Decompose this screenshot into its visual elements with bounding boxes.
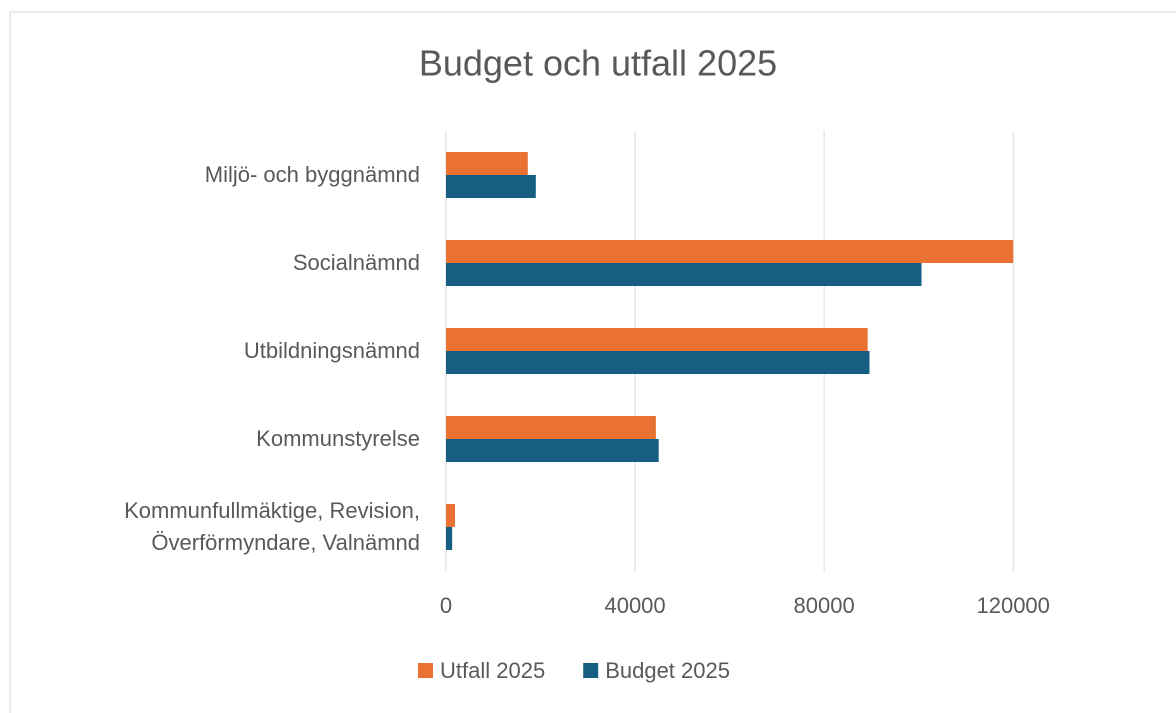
bar (446, 328, 868, 351)
y-tick-label: Kommunfullmäktige, Revision, Överförmynd… (124, 498, 420, 555)
x-tick-label: 40000 (604, 593, 665, 618)
legend-swatch (583, 663, 599, 678)
bar (446, 504, 455, 527)
bar (446, 175, 536, 198)
bar (446, 351, 870, 374)
bar (446, 263, 922, 286)
y-tick-label: Miljö- och byggnämnd (204, 162, 420, 187)
y-tick-label: Socialnämnd (292, 250, 420, 275)
bar (446, 240, 1014, 263)
y-tick-label: Kommunstyrelse (256, 426, 420, 451)
x-tick-label: 80000 (794, 593, 855, 618)
bar (446, 152, 528, 175)
chart-title: Budget och utfall 2025 (419, 43, 777, 84)
legend-swatch (418, 663, 433, 678)
x-tick-label: 0 (440, 593, 452, 618)
y-tick-label: Utbildningsnämnd (243, 338, 420, 363)
bar (446, 416, 656, 439)
bar (446, 527, 453, 550)
legend-label: Utfall 2025 (440, 658, 545, 683)
bar (446, 439, 659, 462)
x-tick-label: 120000 (976, 593, 1049, 618)
legend-label: Budget 2025 (605, 658, 730, 683)
